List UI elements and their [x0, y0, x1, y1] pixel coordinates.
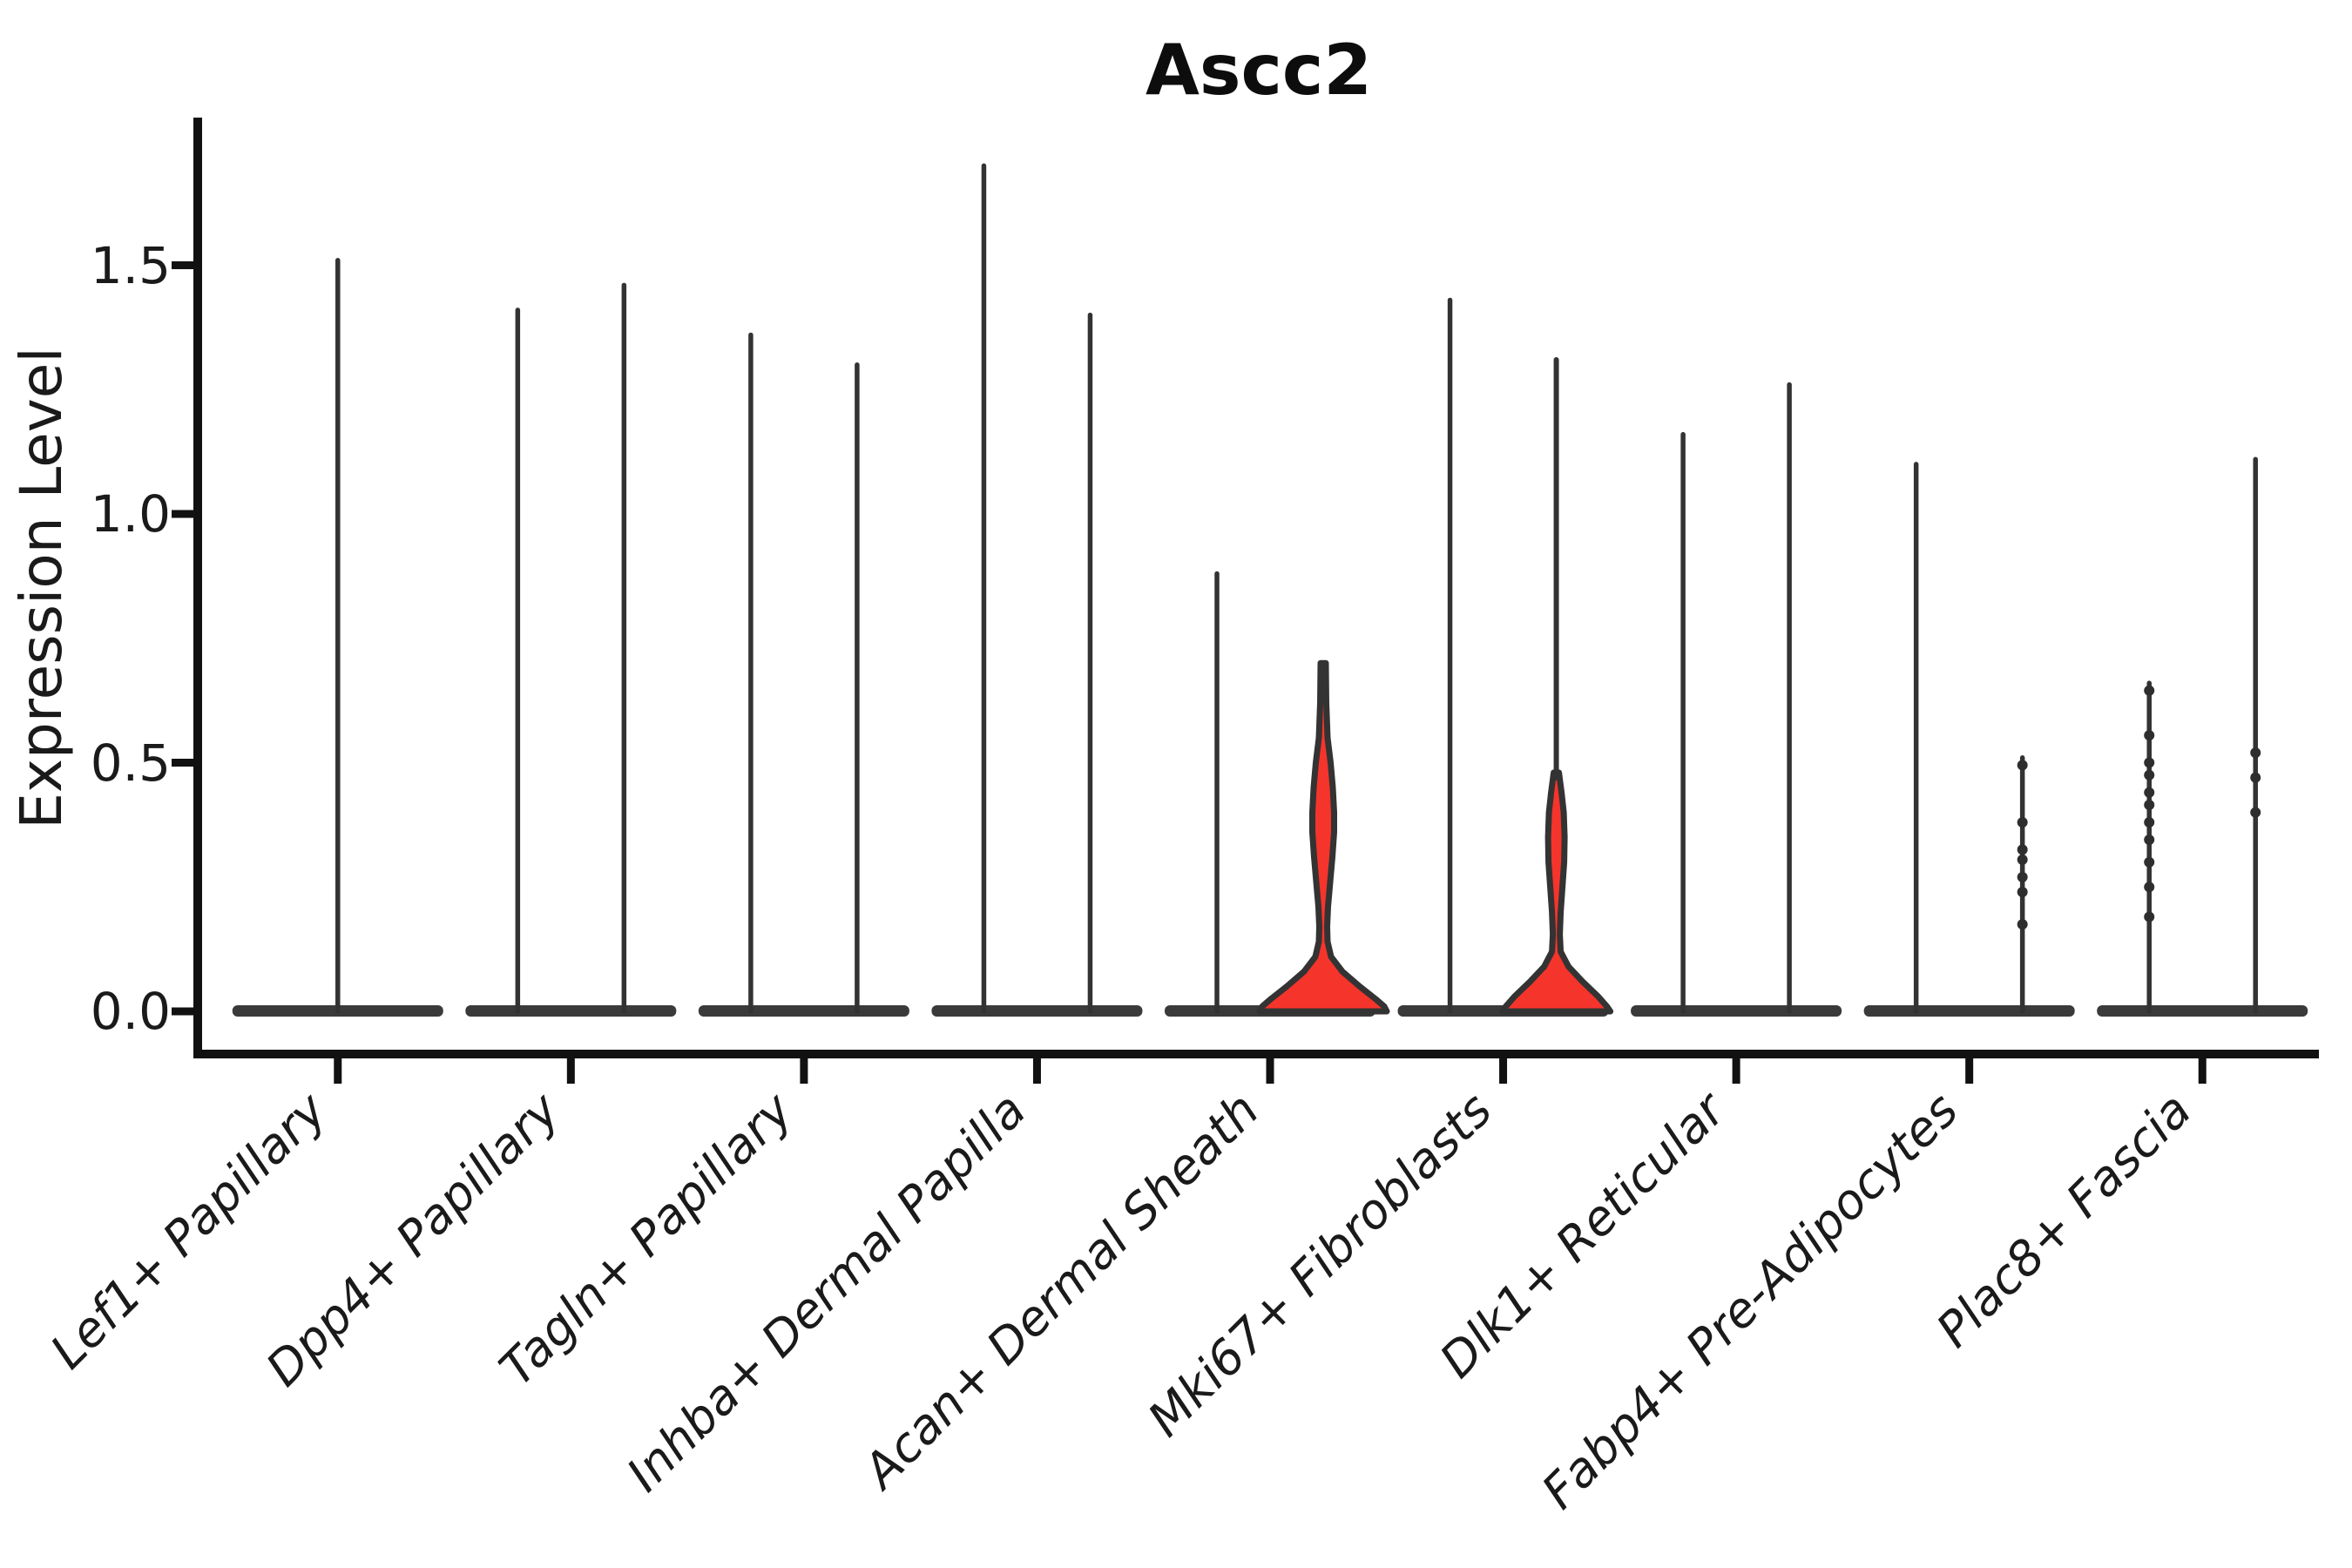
cell-point [2017, 844, 2028, 855]
cell-point [2144, 757, 2155, 768]
violin-base-cap [2097, 1005, 2308, 1017]
cell-point [2144, 730, 2155, 741]
x-tick-label: Inhba+ Dermal Papilla [616, 1082, 1036, 1502]
cell-point [2144, 787, 2155, 798]
cell-point [2250, 807, 2261, 818]
y-tick-label-1.5: 1.5 [91, 236, 171, 295]
violin-base-cap [1863, 1005, 2075, 1017]
chart-title: Ascc2 [1146, 30, 1372, 111]
cell-point [2017, 760, 2028, 771]
cell-point [2017, 817, 2028, 828]
cell-point [2017, 919, 2028, 930]
cell-point [2017, 871, 2028, 882]
cell-point [2250, 772, 2261, 783]
y-tick-label-0.0: 0.0 [91, 982, 171, 1041]
cell-point [2144, 856, 2155, 868]
cell-point [2144, 911, 2155, 923]
violin-base-cap [698, 1005, 909, 1017]
cell-point [2017, 854, 2028, 865]
y-tick-label-1.0: 1.0 [91, 484, 171, 544]
red-violin [1499, 769, 1614, 1015]
violin-base-cap [465, 1005, 677, 1017]
cell-point [2144, 882, 2155, 893]
cell-point [2250, 747, 2261, 759]
cell-point [2144, 817, 2155, 828]
cell-point [2144, 769, 2155, 781]
cell-point [2017, 886, 2028, 897]
cell-point [2144, 835, 2155, 846]
x-tick-label: Fabp4+ Pre-Adipocytes [1531, 1082, 1969, 1519]
violin-base-cap [931, 1005, 1143, 1017]
x-tick-label: Acan+ Dermal Sheath [851, 1082, 1270, 1501]
red-violin [1256, 659, 1390, 1015]
cell-point [2144, 685, 2155, 696]
y-tick-label-0.5: 0.5 [91, 733, 171, 793]
cell-point [2144, 800, 2155, 811]
violin-base-cap [1631, 1005, 1842, 1017]
y-axis-label: Expression Level [8, 347, 75, 828]
x-tick-label: Plac8+ Fascia [1926, 1082, 2202, 1358]
